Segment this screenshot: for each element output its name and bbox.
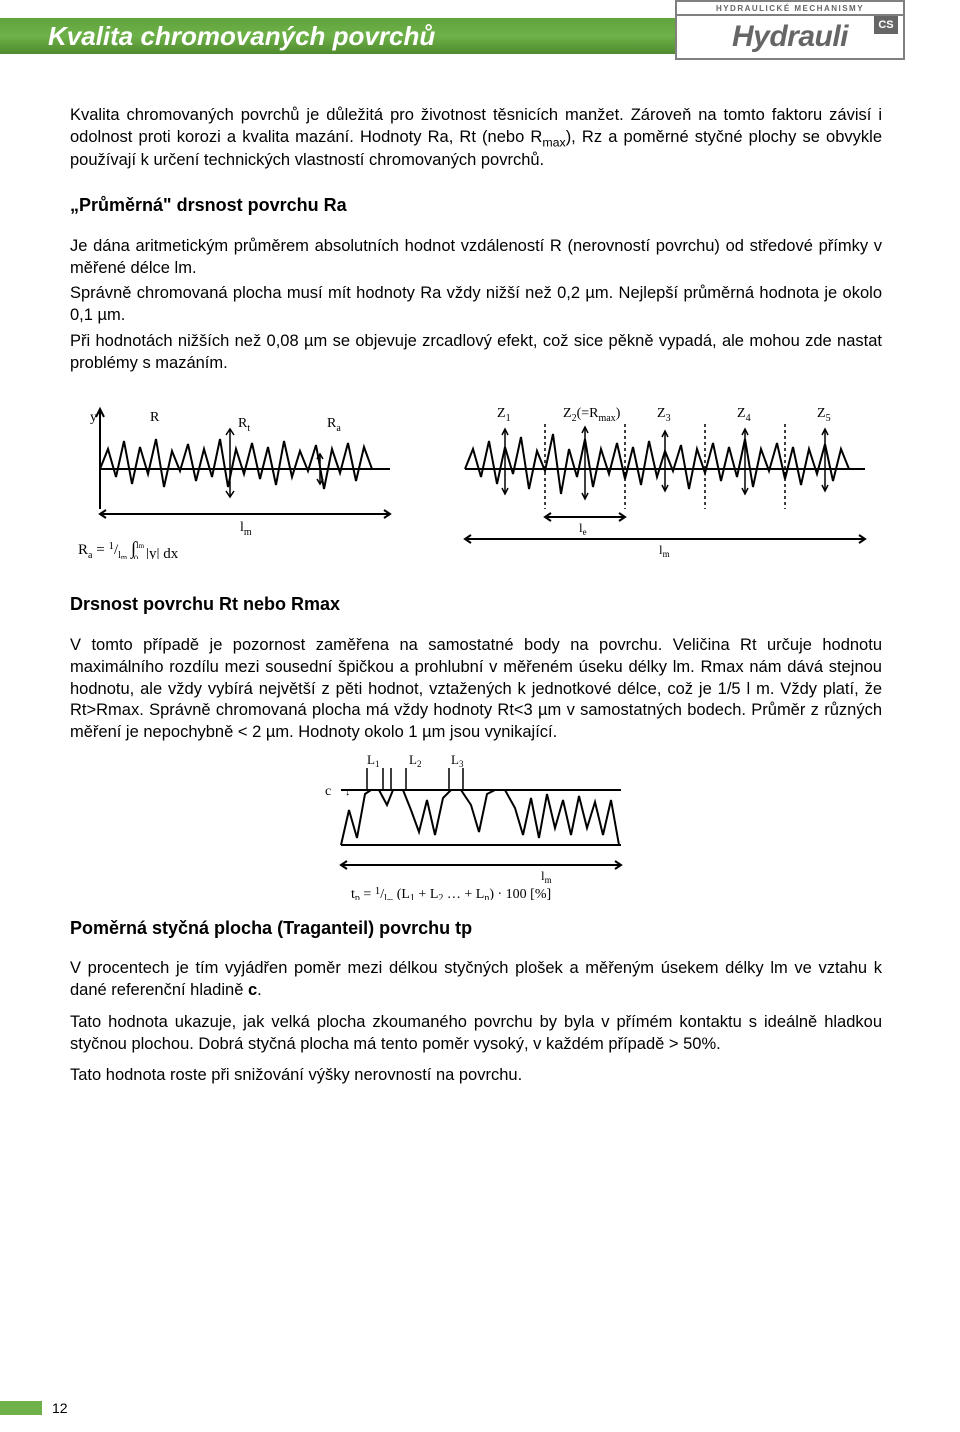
svg-text:L1: L1	[367, 752, 379, 769]
section-rt-title: Drsnost povrchu Rt nebo Rmax	[70, 593, 882, 617]
section-tp-p2: Tato hodnota ukazuje, jak velká plocha z…	[70, 1012, 882, 1056]
logo-box: HYDRAULICKÉ MECHANISMY Hydrauli CS	[675, 0, 905, 60]
logo-text: Hydrauli	[677, 16, 903, 58]
diagram-rmax: Z1 Z2(=Rmax) Z3 Z4 Z5 le lm	[445, 399, 875, 566]
page-header: Kvalita chromovaných povrchů HYDRAULICKÉ…	[0, 0, 960, 60]
svg-text:R: R	[150, 410, 160, 425]
svg-text:Z3: Z3	[657, 406, 671, 424]
svg-text:Z2(=Rmax): Z2(=Rmax)	[563, 406, 621, 424]
section-ra-title: „Průměrná" drsnost povrchu Ra	[70, 194, 882, 218]
svg-text:lm: lm	[240, 520, 252, 538]
svg-text:L2: L2	[409, 752, 421, 769]
svg-text:lm: lm	[541, 868, 552, 885]
logo-badge: CS	[874, 16, 898, 34]
svg-text:↕: ↕	[345, 786, 351, 798]
section-ra-p2: Správně chromovaná plocha musí mít hodno…	[70, 283, 882, 327]
svg-text:L3: L3	[451, 752, 464, 769]
svg-text:Ra = 1/lm∫lm 0 |y| dx: Ra = 1/lm∫lm 0 |y| dx	[78, 538, 179, 559]
svg-text:Z4: Z4	[737, 406, 751, 424]
section-rt-p1: V tomto případě je pozornost zaměřena na…	[70, 635, 882, 744]
section-tp-p3: Tato hodnota roste při snižování výšky n…	[70, 1065, 882, 1087]
diagram-row-1: y R Rt Ra lm Ra = 1/lm∫lm 0 |y| dx	[70, 399, 882, 566]
svg-text:Ra: Ra	[327, 416, 341, 434]
page-number: 12	[52, 1400, 68, 1416]
section-tp-p1: V procentech je tím vyjádřen poměr mezi …	[70, 958, 882, 1002]
title-bar: Kvalita chromovaných povrchů	[0, 18, 680, 54]
svg-text:Z5: Z5	[817, 406, 831, 424]
page-footer: 12	[0, 1400, 68, 1416]
svg-text:lm: lm	[659, 542, 670, 559]
svg-text:Rt: Rt	[238, 416, 250, 434]
svg-text:y: y	[90, 410, 97, 425]
section-tp-title: Poměrná styčná plocha (Traganteil) povrc…	[70, 917, 882, 941]
section-ra-p1: Je dána aritmetickým průměrem absolutníc…	[70, 236, 882, 280]
diagram-tp: L1 L2 L3 c ↕ lm tp = 1/lm (L1 + L2 … + L…	[70, 750, 882, 907]
section-ra-p3: Při hodnotách nižších než 0,08 µm se obj…	[70, 331, 882, 375]
intro-paragraph: Kvalita chromovaných povrchů je důležitá…	[70, 105, 882, 172]
diagram-ra: y R Rt Ra lm Ra = 1/lm∫lm 0 |y| dx	[70, 399, 410, 566]
svg-text:le: le	[579, 520, 587, 537]
svg-text:c: c	[325, 784, 331, 799]
content-area: Kvalita chromovaných povrchů je důležitá…	[0, 60, 960, 1087]
svg-text:Z1: Z1	[497, 406, 511, 424]
footer-accent-bar	[0, 1401, 42, 1415]
svg-text:tp = 1/lm (L1 + L2 … + Ln) · 1: tp = 1/lm (L1 + L2 … + Ln) · 100 [%]	[351, 885, 551, 900]
page-title: Kvalita chromovaných povrchů	[48, 21, 435, 52]
logo-tagline: HYDRAULICKÉ MECHANISMY	[677, 2, 903, 16]
